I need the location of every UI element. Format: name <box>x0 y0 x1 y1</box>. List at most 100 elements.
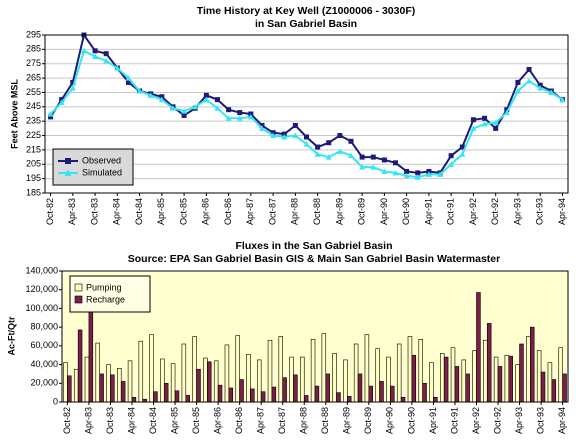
x-tick-label: Oct-86 <box>223 198 233 225</box>
marker <box>70 79 76 85</box>
x-tick-label: Oct-90 <box>406 407 416 434</box>
bar <box>472 350 477 403</box>
marker <box>370 154 376 160</box>
marker <box>326 140 332 146</box>
x-tick-label: Apr-92 <box>471 407 481 434</box>
bar <box>88 305 94 403</box>
bar <box>483 339 488 403</box>
marker <box>393 160 399 166</box>
marker <box>325 154 332 160</box>
x-tick-label: Oct-89 <box>357 198 367 225</box>
bar <box>170 363 176 403</box>
marker <box>270 132 277 139</box>
y-tick-label: 185 <box>26 187 41 197</box>
marker <box>515 79 521 85</box>
x-tick-label: Apr-88 <box>290 198 300 225</box>
x-tick-label: Apr-89 <box>342 407 352 434</box>
bar <box>547 362 553 403</box>
bar <box>497 366 503 403</box>
marker <box>225 115 232 121</box>
x-tick-label: Apr-84 <box>112 198 122 225</box>
plot-frame <box>44 34 569 194</box>
marker <box>69 85 76 91</box>
bar <box>185 395 190 403</box>
marker <box>548 89 555 95</box>
marker <box>459 144 465 150</box>
x-tick-label: Oct-90 <box>401 198 411 225</box>
marker <box>103 57 110 64</box>
x-tick-label: Apr-85 <box>156 198 166 225</box>
bar <box>418 339 423 403</box>
marker <box>315 144 321 150</box>
bar <box>493 356 499 403</box>
bar <box>321 333 327 403</box>
bar <box>278 336 284 403</box>
y-tick-label: 295 <box>26 29 41 39</box>
bar <box>203 357 208 403</box>
marker <box>304 134 309 140</box>
marker <box>58 99 65 106</box>
bar <box>267 339 273 403</box>
x-tick-label: Oct-91 <box>446 198 456 225</box>
bar <box>519 343 524 403</box>
marker <box>80 47 87 54</box>
x-tick-label: Oct-84 <box>134 198 144 225</box>
bar <box>400 397 406 403</box>
x-tick-label: Oct-82 <box>45 198 55 225</box>
x-tick-label: Apr-94 <box>557 407 567 434</box>
y-tick-label: 40,000 <box>30 359 58 369</box>
bar <box>127 360 133 403</box>
marker <box>48 114 54 120</box>
x-tick-label: Oct-93 <box>535 198 545 225</box>
legend-label: Recharge <box>86 294 125 304</box>
bar <box>149 334 154 403</box>
x-tick-label: Oct-83 <box>89 198 99 225</box>
x-tick-label: Apr-89 <box>334 198 344 225</box>
x-tick-label: Oct-87 <box>267 198 277 225</box>
bar <box>443 356 449 403</box>
marker <box>359 164 366 170</box>
marker <box>481 121 488 127</box>
x-tick-label: Oct-84 <box>148 407 158 434</box>
bar <box>396 343 402 403</box>
bar <box>250 388 255 403</box>
bar <box>289 356 294 403</box>
bar <box>120 381 126 403</box>
bar <box>84 356 90 403</box>
x-tick-label: Apr-87 <box>245 198 255 225</box>
marker <box>359 154 365 160</box>
bar <box>386 356 391 403</box>
marker <box>237 110 243 116</box>
bar <box>181 343 187 403</box>
marker <box>125 79 131 85</box>
bar <box>138 340 144 403</box>
bar <box>332 353 337 403</box>
y-axis-title: Ac-Ft/Qtr <box>6 316 16 355</box>
bar <box>508 355 513 403</box>
marker <box>403 172 410 179</box>
y-tick-label: 60,000 <box>30 340 58 350</box>
marker <box>370 164 377 170</box>
marker <box>404 168 410 174</box>
marker <box>414 174 421 180</box>
y-tick-label: 0 <box>53 396 58 406</box>
marker <box>92 48 98 54</box>
marker <box>348 138 354 144</box>
chart-subtitle: in San Gabriel Basin <box>255 18 357 30</box>
bar <box>246 353 251 403</box>
x-tick-label: Oct-91 <box>449 407 459 434</box>
marker <box>214 105 221 111</box>
x-tick-label: Apr-85 <box>169 407 179 434</box>
chart-subtitle: Source: EPA San Gabriel Basin GIS & Main… <box>128 253 500 265</box>
bar <box>433 397 438 403</box>
bar <box>235 335 240 403</box>
bar <box>504 354 510 403</box>
legend-label: Observed <box>82 155 121 165</box>
x-tick-label: Apr-90 <box>379 198 389 225</box>
marker <box>459 151 466 157</box>
x-tick-label: Oct-88 <box>320 407 330 434</box>
marker <box>381 157 387 163</box>
bar <box>364 334 370 403</box>
marker <box>114 65 121 71</box>
